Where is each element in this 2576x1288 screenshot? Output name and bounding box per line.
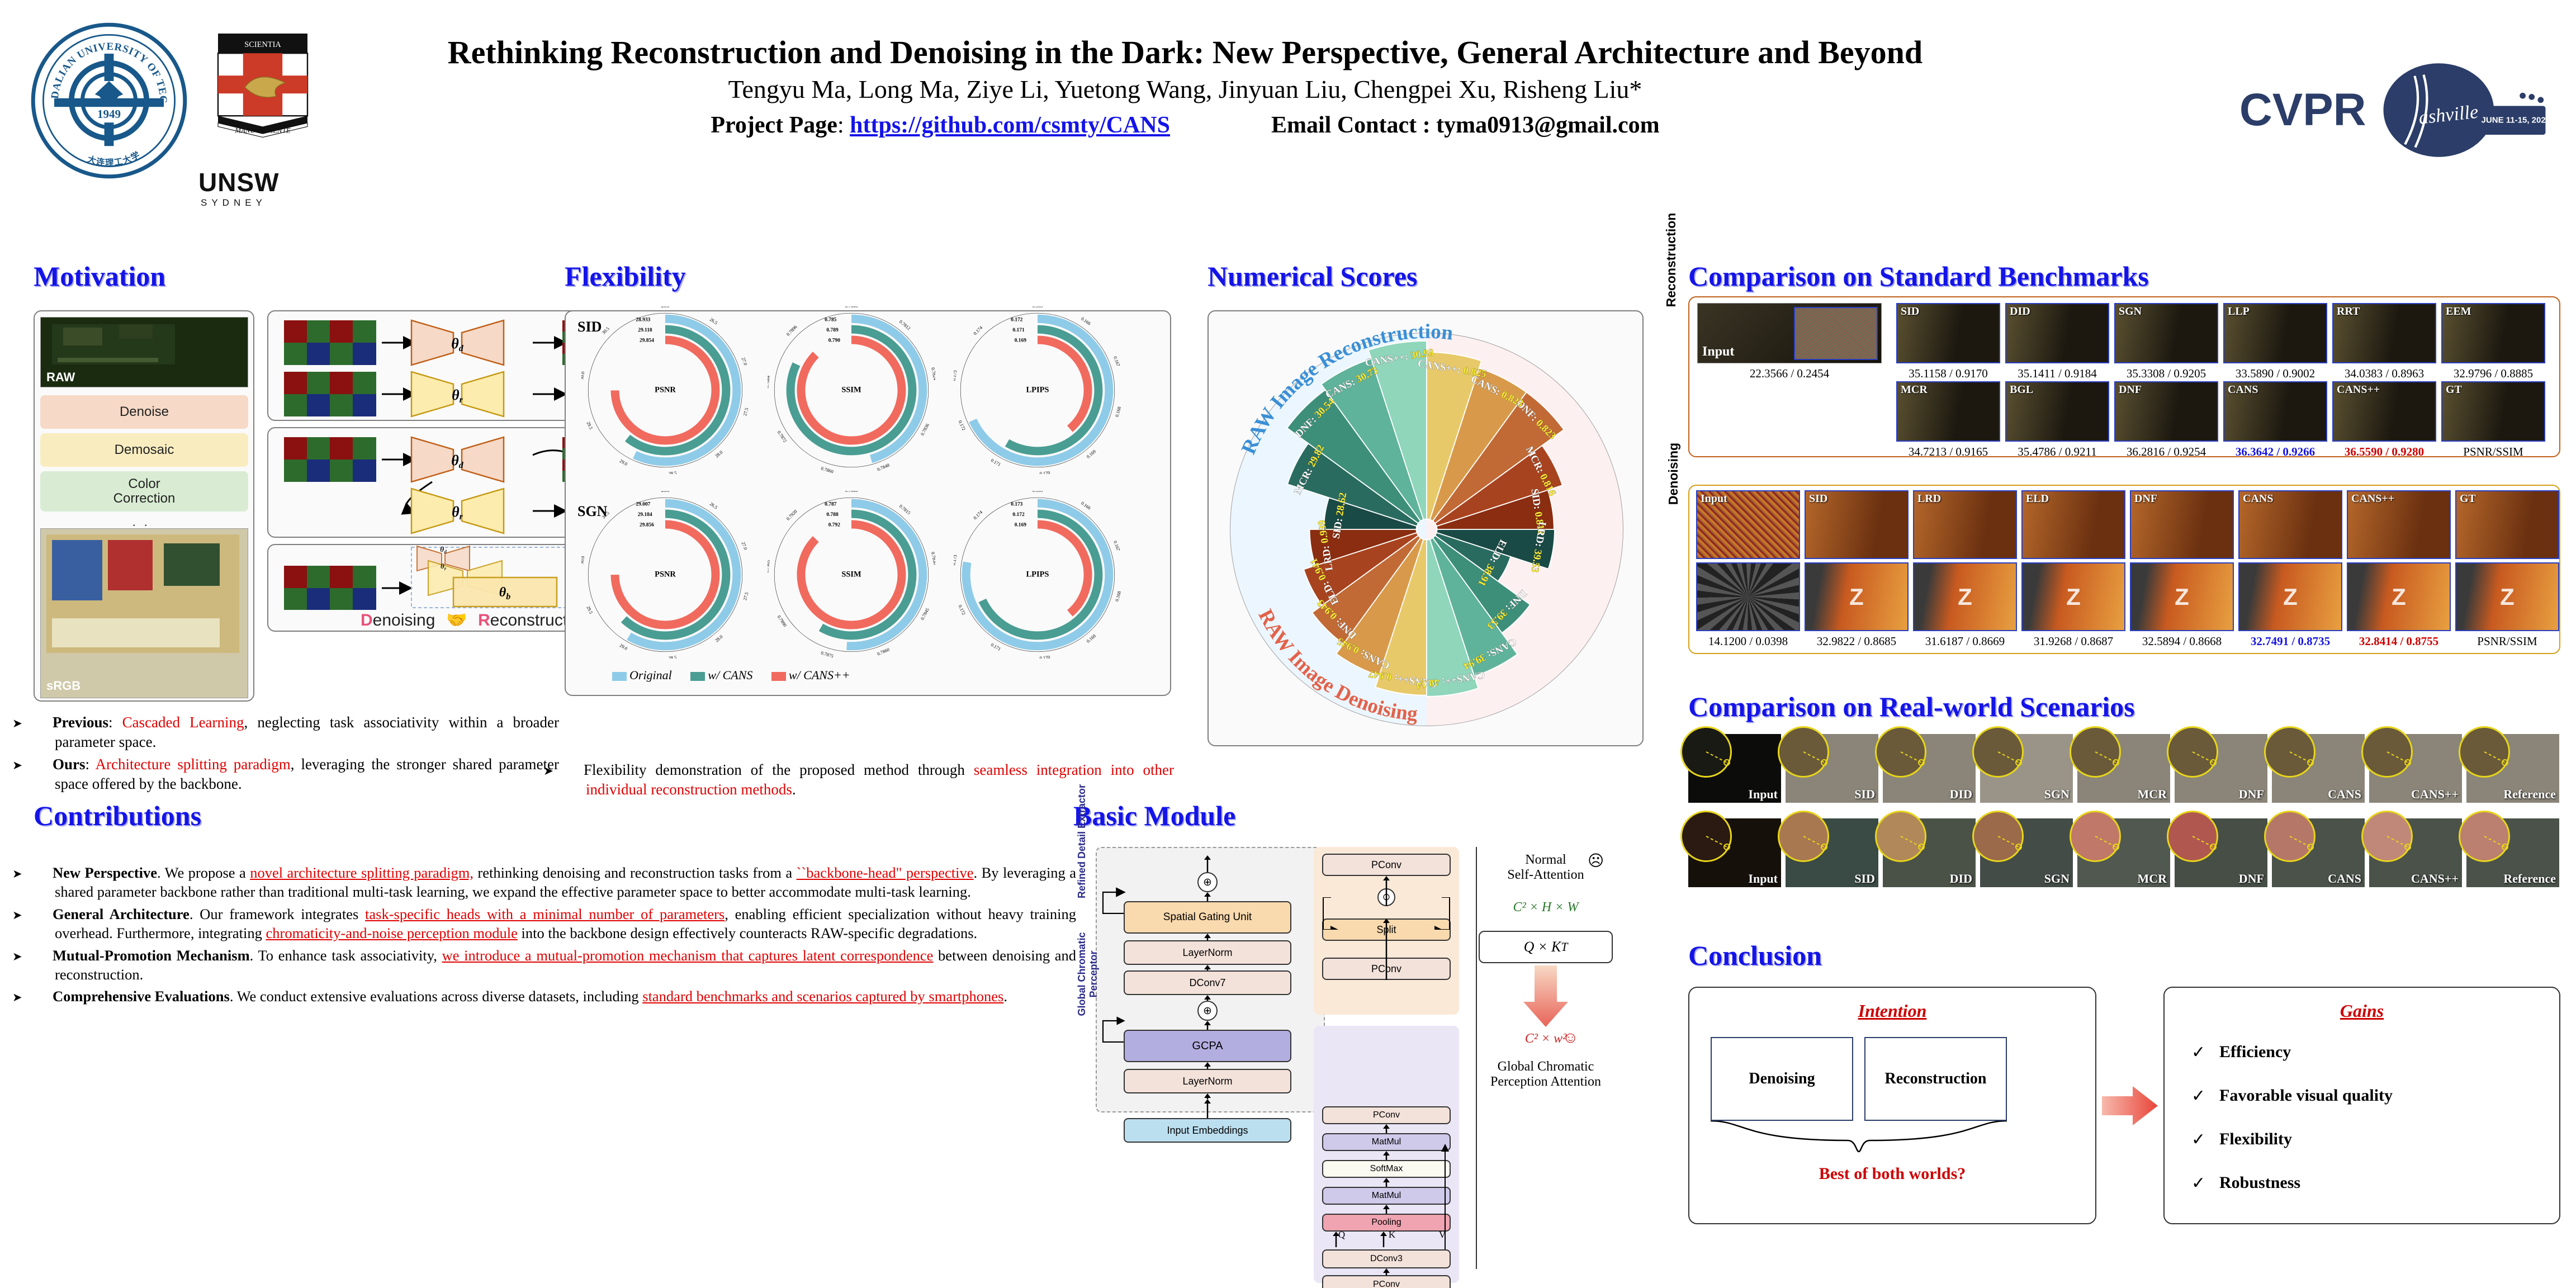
svg-text:28.933: 28.933 [636, 317, 650, 323]
svg-text:0.168: 0.168 [1115, 590, 1121, 602]
svg-text:0.7896: 0.7896 [785, 324, 798, 337]
svg-text:0.169: 0.169 [1086, 449, 1097, 460]
svg-text:30.5: 30.5 [601, 326, 610, 335]
svg-text:0.167: 0.167 [1112, 356, 1121, 367]
svg-text:30.0: 30.0 [581, 556, 585, 565]
svg-text:CVPR: CVPR [2239, 84, 2366, 135]
svg-text:0.165: 0.165 [1033, 306, 1043, 309]
svg-text:0.7905: 0.7905 [768, 560, 771, 573]
svg-text:0.173: 0.173 [954, 370, 958, 381]
svg-text:0.7860: 0.7860 [877, 647, 891, 656]
svg-text:0.169: 0.169 [1015, 338, 1027, 344]
svg-text:1949: 1949 [97, 107, 121, 121]
svg-text:29.854: 29.854 [640, 338, 654, 344]
svg-text:0.167: 0.167 [1112, 540, 1121, 552]
svg-text:28.5: 28.5 [668, 471, 676, 474]
svg-text:MANU ET MENTE: MANU ET MENTE [234, 127, 290, 135]
svg-text:0.174: 0.174 [973, 509, 984, 520]
svg-text:LPIPS: LPIPS [1026, 570, 1049, 579]
svg-text:0.172: 0.172 [1011, 317, 1023, 323]
svg-text:0.789: 0.789 [826, 328, 839, 333]
svg-text:0.7845: 0.7845 [920, 607, 930, 621]
svg-text:27.0: 27.0 [741, 541, 748, 551]
svg-text:0.7830: 0.7830 [930, 551, 935, 565]
svg-text:0.7872: 0.7872 [776, 430, 788, 443]
svg-text:0.172: 0.172 [958, 420, 967, 432]
svg-text:29.007: 29.007 [636, 501, 650, 507]
svg-text:0.171: 0.171 [990, 642, 1002, 652]
svg-text:0.7890: 0.7890 [776, 614, 788, 628]
svg-text:0.172: 0.172 [958, 604, 967, 616]
svg-text:0.790: 0.790 [828, 338, 841, 344]
svg-text:0.787: 0.787 [825, 501, 837, 507]
svg-text:29.118: 29.118 [638, 328, 652, 333]
svg-text:SCIENTIA: SCIENTIA [244, 40, 281, 49]
svg-text:PSNR: PSNR [655, 570, 676, 579]
svg-text:28.5: 28.5 [668, 655, 676, 659]
svg-text:0.7875: 0.7875 [820, 650, 834, 659]
svg-text:29.5: 29.5 [585, 605, 593, 615]
svg-text:26.0: 26.0 [661, 491, 670, 493]
svg-text:0.7800: 0.7800 [845, 491, 858, 493]
svg-text:0.7836: 0.7836 [920, 423, 930, 436]
svg-text:0.169: 0.169 [1015, 523, 1027, 528]
svg-text:0.168: 0.168 [1115, 406, 1121, 417]
svg-text:0.166: 0.166 [1080, 316, 1092, 326]
svg-text:27.5: 27.5 [742, 407, 749, 416]
svg-text:30.5: 30.5 [601, 510, 610, 520]
svg-text:0.166: 0.166 [1080, 501, 1092, 511]
svg-text:0.7815: 0.7815 [898, 504, 911, 515]
svg-text:26.5: 26.5 [709, 317, 718, 326]
svg-text:0.788: 0.788 [826, 512, 839, 518]
svg-text:29.856: 29.856 [640, 523, 654, 528]
svg-text:0.172: 0.172 [1012, 512, 1025, 518]
svg-text:0.170: 0.170 [1039, 655, 1050, 659]
svg-text:29.0: 29.0 [619, 458, 628, 467]
svg-text:0.7848: 0.7848 [877, 462, 891, 472]
svg-text:RAW: RAW [46, 370, 75, 384]
svg-text:0.7800: 0.7800 [845, 306, 858, 309]
svg-text:sRGB: sRGB [46, 679, 80, 693]
svg-text:0.792: 0.792 [828, 523, 841, 528]
svg-text:0.7860: 0.7860 [820, 466, 834, 474]
svg-text:29.5: 29.5 [585, 421, 593, 430]
svg-text:0.169: 0.169 [1086, 633, 1097, 644]
svg-text:0.174: 0.174 [973, 325, 984, 336]
svg-text:0.7884: 0.7884 [768, 375, 771, 389]
svg-text:SSIM: SSIM [841, 570, 861, 579]
svg-text:26.0: 26.0 [661, 306, 670, 309]
svg-text:28.0: 28.0 [714, 634, 724, 643]
svg-text:LPIPS: LPIPS [1026, 385, 1049, 394]
svg-text:0.7812: 0.7812 [898, 319, 911, 331]
svg-text:JUNE 11-15, 2025: JUNE 11-15, 2025 [2482, 116, 2551, 125]
svg-text:28.0: 28.0 [714, 449, 724, 458]
svg-text:0.171: 0.171 [990, 458, 1002, 467]
svg-text:26.5: 26.5 [709, 501, 718, 510]
svg-text:27.5: 27.5 [742, 591, 749, 600]
svg-text:SSIM: SSIM [841, 385, 861, 394]
svg-text:29.184: 29.184 [638, 512, 652, 518]
svg-text:0.785: 0.785 [825, 317, 837, 323]
svg-text:0.165: 0.165 [1033, 491, 1043, 493]
svg-text:PSNR: PSNR [655, 385, 676, 394]
svg-text:27.0: 27.0 [741, 357, 748, 366]
svg-text:29.0: 29.0 [619, 643, 628, 651]
svg-text:0.7824: 0.7824 [930, 367, 935, 381]
svg-text:0.173: 0.173 [954, 555, 958, 566]
svg-text:0.171: 0.171 [1012, 328, 1025, 333]
svg-text:30.0: 30.0 [581, 371, 585, 380]
svg-text:0.170: 0.170 [1039, 471, 1050, 474]
svg-text:0.7920: 0.7920 [785, 509, 798, 522]
svg-text:0.173: 0.173 [1011, 501, 1023, 507]
